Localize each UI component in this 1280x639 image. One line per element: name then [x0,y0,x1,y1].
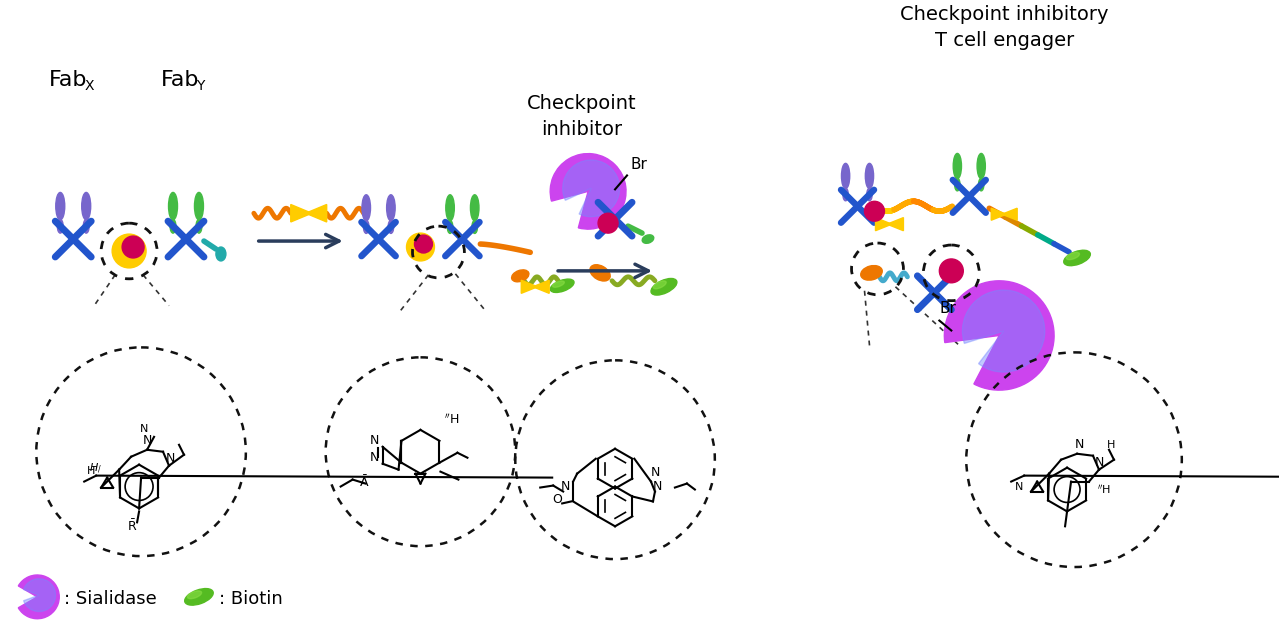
Ellipse shape [387,195,396,221]
Text: Y: Y [196,79,205,93]
Ellipse shape [471,195,479,221]
Ellipse shape [216,247,225,261]
Ellipse shape [643,235,654,243]
Text: : Sialidase: : Sialidase [64,590,157,608]
Circle shape [940,259,964,283]
Polygon shape [1005,208,1018,220]
Ellipse shape [364,220,369,233]
Polygon shape [890,218,904,231]
Text: T cell engager: T cell engager [934,31,1074,50]
Text: $H_{/}$: $H_{/}$ [90,462,102,476]
Ellipse shape [82,192,91,220]
Ellipse shape [512,270,529,282]
Text: N: N [142,434,152,447]
Circle shape [122,236,145,258]
Text: Br: Br [940,300,956,316]
Ellipse shape [954,153,961,179]
Ellipse shape [860,266,882,280]
Text: Fab: Fab [50,70,88,90]
Text: N: N [650,466,659,479]
Ellipse shape [195,192,204,220]
Text: N: N [370,434,379,447]
Wedge shape [23,579,55,612]
Ellipse shape [865,164,873,189]
Circle shape [598,213,618,233]
Ellipse shape [445,195,454,221]
Ellipse shape [1064,250,1091,266]
Ellipse shape [841,164,850,189]
Ellipse shape [1066,252,1079,259]
Text: N: N [140,424,148,434]
Text: N: N [165,452,174,465]
Polygon shape [535,281,549,293]
Ellipse shape [844,189,849,201]
Ellipse shape [590,265,611,281]
Wedge shape [963,290,1044,372]
Wedge shape [18,575,59,619]
Polygon shape [991,208,1005,220]
Text: X: X [84,79,93,93]
Text: N: N [1094,456,1103,468]
Text: inhibitor: inhibitor [541,119,622,139]
Polygon shape [291,204,308,222]
Ellipse shape [977,153,986,179]
Wedge shape [550,153,626,229]
Wedge shape [563,160,620,217]
Polygon shape [521,281,535,293]
Ellipse shape [83,219,90,233]
Text: N: N [370,450,379,464]
Ellipse shape [978,178,984,191]
Ellipse shape [553,281,564,288]
Text: H: H [87,466,96,475]
Ellipse shape [187,591,201,599]
Circle shape [407,233,434,261]
Text: $\bar{\rm R}$: $\bar{\rm R}$ [127,519,137,534]
Text: N: N [561,479,570,493]
Text: Checkpoint: Checkpoint [527,94,637,113]
Ellipse shape [184,589,214,605]
Text: Fab: Fab [161,70,200,90]
Text: N: N [1074,438,1084,450]
Ellipse shape [56,192,65,220]
Ellipse shape [652,279,677,295]
Ellipse shape [867,189,872,201]
Ellipse shape [196,219,202,233]
Text: Br: Br [630,157,646,173]
Polygon shape [876,218,890,231]
Circle shape [113,234,146,268]
Polygon shape [308,204,326,222]
Ellipse shape [653,281,666,289]
Ellipse shape [550,279,573,293]
Ellipse shape [170,219,175,233]
Circle shape [864,201,884,221]
Text: $\bar{\rm A}$: $\bar{\rm A}$ [358,474,369,489]
Ellipse shape [447,220,453,233]
Text: O: O [552,493,562,507]
Ellipse shape [169,192,178,220]
Text: Checkpoint inhibitory: Checkpoint inhibitory [900,5,1108,24]
Ellipse shape [472,220,477,233]
Wedge shape [945,281,1055,390]
Text: $^{\prime\prime}$H: $^{\prime\prime}$H [444,412,460,427]
Ellipse shape [955,178,960,191]
Text: N: N [1015,482,1024,491]
Text: N: N [653,479,662,493]
Text: $^{\prime\prime}$H: $^{\prime\prime}$H [1097,483,1111,496]
Circle shape [415,235,433,253]
Ellipse shape [362,195,370,221]
Text: : Biotin: : Biotin [219,590,283,608]
Ellipse shape [388,220,394,233]
Ellipse shape [58,219,63,233]
Text: H: H [1107,440,1115,450]
